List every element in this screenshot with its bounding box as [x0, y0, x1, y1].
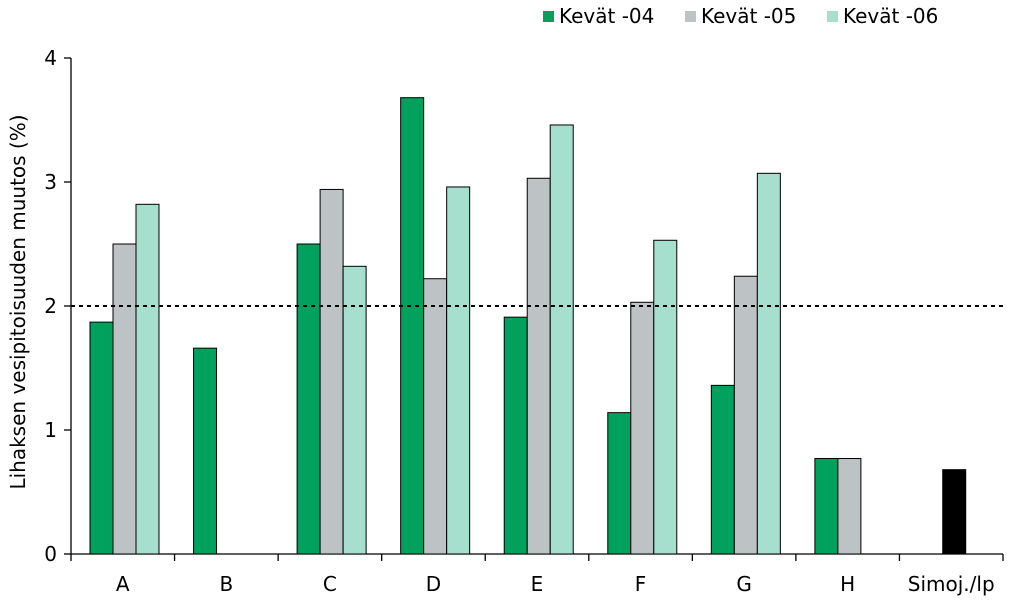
bar-kev-t-06 [653, 239, 678, 555]
y-axis-label: Lihaksen vesipitoisuuden muutos (%) [6, 114, 30, 489]
legend-swatch [827, 11, 838, 22]
x-tick-label: G [736, 572, 752, 596]
bar-kev-t-04 [814, 458, 839, 555]
legend-swatch [685, 11, 696, 22]
y-tick-label: 0 [44, 542, 57, 566]
x-tick-label: Simoj./lp [908, 572, 995, 596]
bar-kev-t-06 [549, 124, 574, 555]
y-tick-label: 1 [44, 418, 57, 442]
bar-kev-t-06 [342, 265, 367, 555]
bar-kev-t-05 [112, 243, 137, 555]
x-tick-label: D [426, 572, 441, 596]
x-tick-label: F [635, 572, 647, 596]
x-tick-label: C [323, 572, 337, 596]
bar-kev-t-04 [89, 321, 114, 555]
bar-kev-t-05 [733, 275, 758, 555]
bar-kev-t-06 [446, 186, 471, 555]
bar-kev-t-05 [837, 458, 862, 555]
y-tick-label: 2 [44, 294, 57, 318]
x-tick-label: A [116, 572, 130, 596]
bar-kev-t-05 [423, 278, 448, 555]
bar-reference [942, 469, 967, 555]
x-tick-label: H [840, 572, 855, 596]
bar-kev-t-04 [710, 384, 735, 555]
bar-kev-t-05 [526, 177, 551, 555]
bar-kev-t-04 [296, 243, 321, 555]
bar-kev-t-05 [319, 188, 344, 555]
bar-kev-t-04 [503, 316, 528, 555]
legend-swatch [543, 11, 554, 22]
y-tick-label: 4 [44, 46, 57, 70]
bar-kev-t-04 [607, 412, 632, 555]
axes: 0 1 2 3 4 A B C D E F G H Simoj./lp [44, 46, 1004, 596]
bar-kev-t-04 [193, 347, 218, 555]
bar-kev-t-06 [135, 203, 160, 555]
legend: Kevät -04 Kevät -05 Kevät -06 [543, 4, 938, 28]
x-tick-label: B [219, 572, 233, 596]
legend-label: Kevät -04 [559, 4, 654, 28]
legend-label: Kevät -05 [701, 4, 796, 28]
bar-kev-t-06 [756, 172, 781, 555]
legend-label: Kevät -06 [843, 4, 938, 28]
bars [89, 97, 967, 555]
bar-kev-t-05 [630, 301, 655, 555]
y-tick-label: 3 [44, 170, 57, 194]
x-tick-label: E [531, 572, 544, 596]
bar-kev-t-04 [400, 97, 425, 555]
